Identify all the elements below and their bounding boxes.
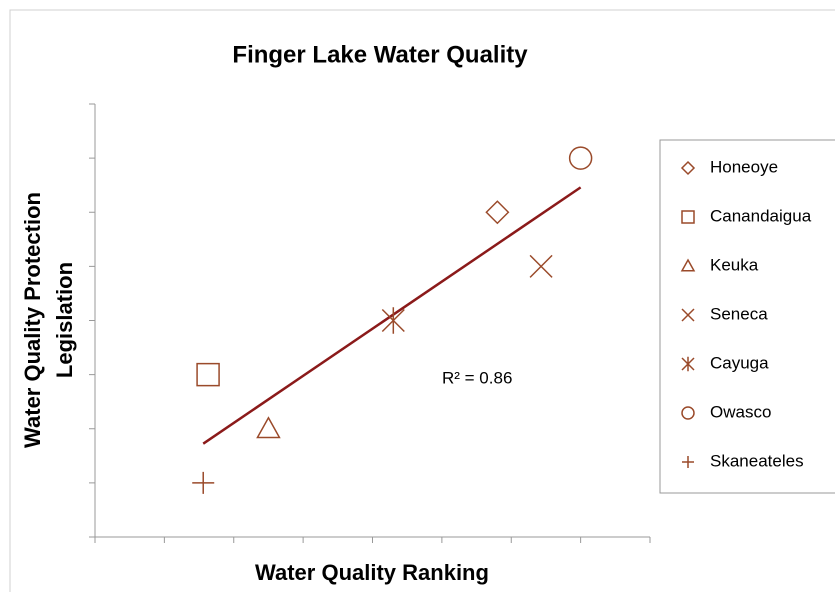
- chart-title: Finger Lake Water Quality: [232, 41, 528, 68]
- legend-label: Honeoye: [710, 157, 778, 176]
- legend-marker: [680, 258, 696, 272]
- legend-label: Cayuga: [710, 353, 769, 372]
- y-axis-title: Legislation: [52, 262, 77, 378]
- trendline: [202, 186, 582, 445]
- y-axis-title: Water Quality Protection: [20, 192, 45, 448]
- annotation: R² = 0.86: [442, 368, 512, 387]
- marker: [256, 416, 281, 439]
- legend-marker: [681, 356, 695, 372]
- legend-marker: [681, 308, 695, 322]
- legend-marker: [682, 456, 694, 468]
- marker: [529, 254, 553, 278]
- marker: [192, 471, 215, 494]
- marker: [196, 362, 220, 387]
- legend-marker: [681, 210, 695, 224]
- legend-label: Owasco: [710, 402, 771, 421]
- legend-label: Seneca: [710, 304, 768, 323]
- marker: [381, 307, 405, 334]
- legend-marker: [681, 406, 695, 420]
- legend-marker: [680, 160, 696, 176]
- legend-label: Canandaigua: [710, 206, 812, 225]
- marker: [568, 146, 593, 170]
- marker: [485, 200, 510, 225]
- legend-label: Keuka: [710, 255, 759, 274]
- legend-label: Skaneateles: [710, 451, 804, 470]
- x-axis-title: Water Quality Ranking: [255, 560, 489, 585]
